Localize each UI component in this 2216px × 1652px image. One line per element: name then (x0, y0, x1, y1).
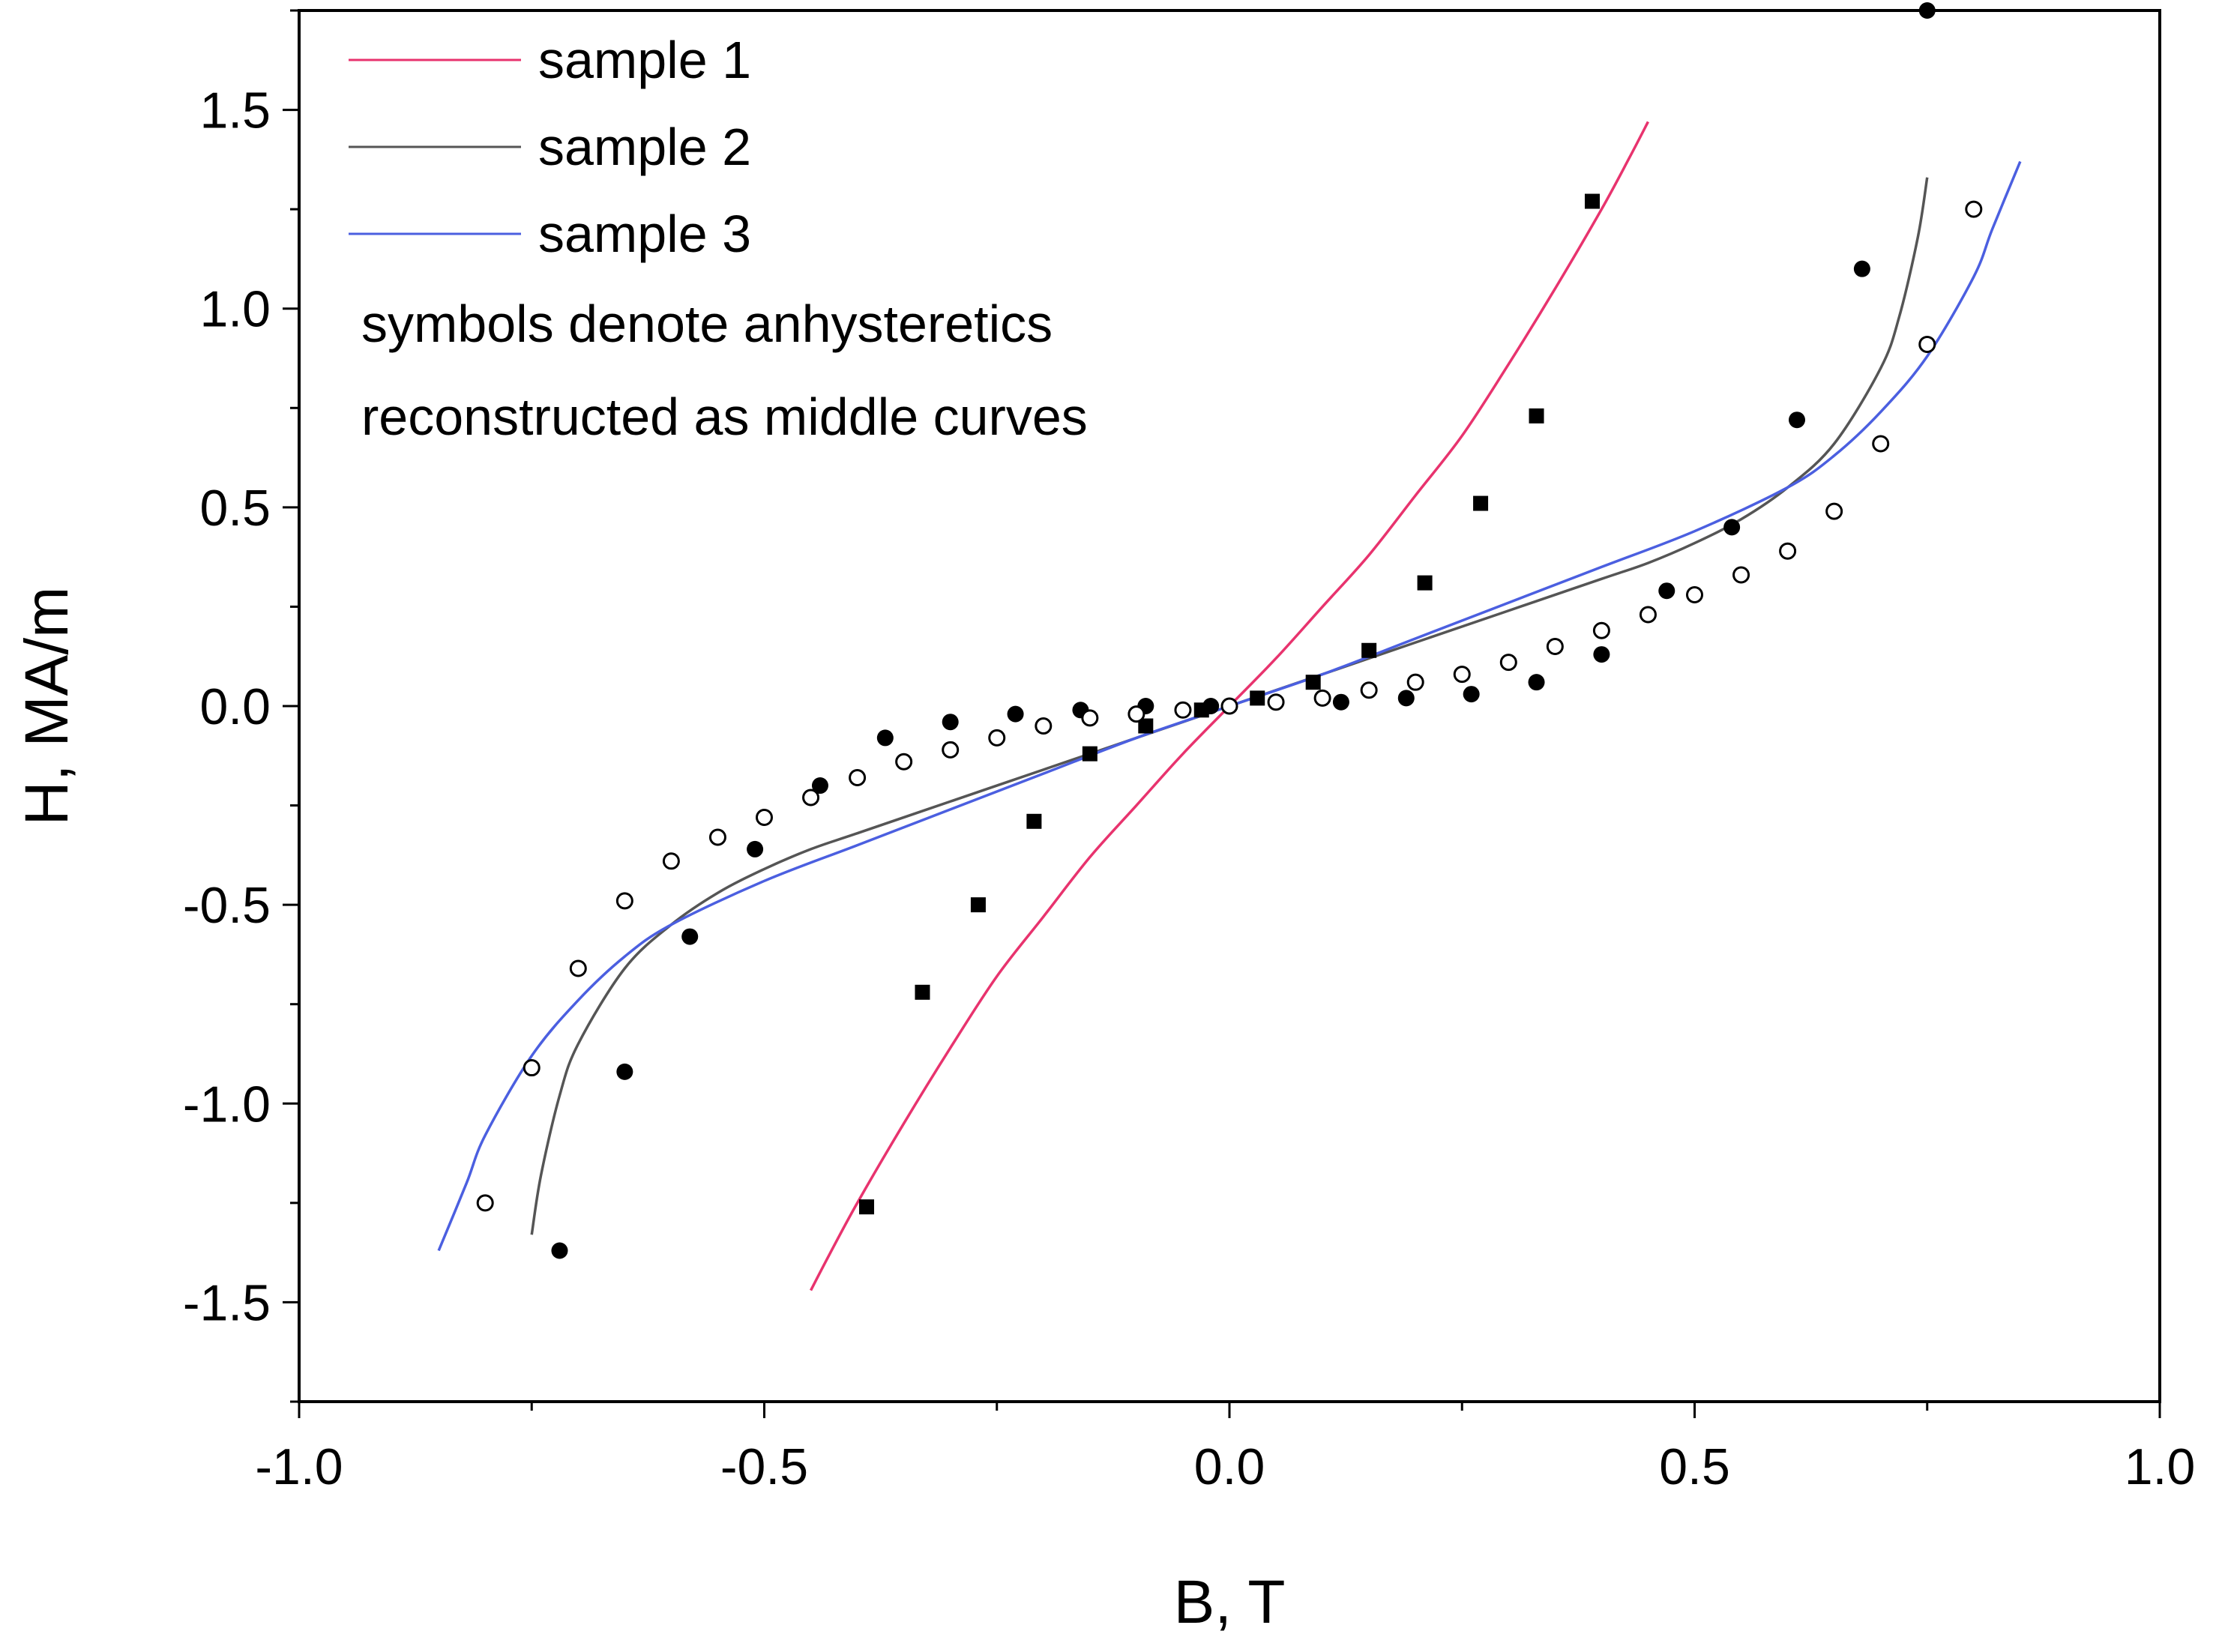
axis-tick-labels: -1.0 -0.5 0.0 0.5 1.0 -1.5 -1.0 -0.5 0.0 0.5 1.0 1.… (183, 82, 2195, 1495)
legend-label-sample-2: sample 2 (538, 118, 751, 176)
marker-sample-1 (1026, 813, 1042, 829)
marker-sample-2 (1789, 412, 1806, 429)
x-axis-title: B, T (1174, 1568, 1286, 1636)
marker-sample-2 (942, 714, 959, 731)
marker-sample-2 (681, 928, 699, 945)
marker-sample-3 (1081, 709, 1099, 727)
marker-sample-3 (615, 892, 633, 910)
legend-label-sample-3: sample 3 (538, 205, 751, 263)
marker-sample-3 (1406, 673, 1424, 691)
x-tick-label: 1.0 (2125, 1438, 2196, 1495)
marker-sample-2 (1332, 693, 1349, 711)
y-tick-label: 0.0 (199, 678, 271, 735)
y-axis-title: H, MA/m (13, 587, 81, 826)
marker-sample-3 (1267, 693, 1285, 711)
marker-sample-2 (1202, 698, 1220, 714)
marker-sample-1 (1361, 642, 1377, 658)
marker-sample-3 (523, 1059, 541, 1077)
marker-sample-3 (895, 753, 913, 771)
y-tick-label: 1.0 (199, 281, 271, 338)
data-markers (476, 2, 1983, 1259)
y-tick-label: 0.5 (199, 480, 271, 537)
marker-sample-3 (662, 852, 680, 870)
marker-sample-1 (1082, 746, 1098, 762)
legend-label-sample-1: sample 1 (538, 31, 751, 89)
x-tick-label: 0.5 (1659, 1438, 1730, 1495)
marker-sample-3 (849, 768, 867, 786)
marker-sample-2 (1918, 2, 1936, 19)
marker-sample-2 (616, 1063, 633, 1080)
marker-sample-1 (1138, 718, 1154, 734)
marker-sample-2 (1853, 260, 1870, 277)
marker-sample-1 (1417, 575, 1433, 591)
marker-sample-2 (1397, 690, 1415, 707)
marker-sample-3 (802, 789, 820, 807)
y-tick-label: -1.0 (183, 1076, 271, 1133)
marker-sample-3 (1174, 701, 1192, 719)
y-tick-label: 1.5 (199, 82, 271, 139)
marker-sample-3 (1035, 717, 1053, 735)
axis-ticks (283, 9, 2161, 1418)
marker-sample-3 (1686, 586, 1703, 604)
x-tick-label: -1.0 (255, 1438, 343, 1495)
marker-sample-3 (1127, 705, 1145, 723)
marker-sample-2 (551, 1242, 568, 1259)
legend-note-line-2: reconstructed as middle curves (361, 388, 1088, 446)
legend: sample 1 sample 2 sample 3 symbols denot… (349, 31, 1088, 446)
marker-sample-1 (915, 984, 930, 1000)
marker-sample-3 (1918, 335, 1936, 353)
y-tick-label: -1.5 (183, 1274, 271, 1331)
marker-sample-3 (942, 741, 960, 759)
y-tick-label: -0.5 (183, 877, 271, 934)
marker-sample-2 (1723, 519, 1741, 536)
marker-sample-3 (1779, 542, 1797, 560)
marker-sample-2 (1007, 705, 1024, 723)
marker-sample-2 (811, 777, 828, 795)
marker-sample-3 (708, 828, 726, 846)
marker-sample-3 (1592, 621, 1610, 639)
marker-sample-3 (1220, 697, 1238, 715)
marker-sample-1 (1529, 408, 1544, 423)
marker-sample-3 (1872, 435, 1890, 453)
marker-sample-3 (756, 808, 773, 826)
marker-sample-1 (1473, 495, 1489, 511)
marker-sample-2 (1658, 582, 1675, 600)
marker-sample-2 (1528, 674, 1545, 691)
marker-sample-3 (1825, 502, 1843, 520)
marker-sample-2 (747, 840, 764, 857)
marker-sample-3 (988, 729, 1006, 747)
marker-sample-1 (1250, 690, 1265, 706)
marker-sample-1 (970, 897, 986, 913)
marker-sample-3 (1360, 681, 1378, 699)
marker-sample-2 (876, 729, 894, 747)
marker-sample-3 (569, 959, 587, 977)
marker-sample-1 (859, 1199, 875, 1215)
marker-sample-3 (1732, 566, 1750, 584)
marker-sample-3 (1313, 689, 1331, 707)
x-tick-label: -0.5 (720, 1438, 808, 1495)
marker-sample-3 (1639, 606, 1657, 624)
marker-sample-3 (1546, 637, 1564, 655)
marker-sample-3 (1499, 654, 1517, 672)
marker-sample-3 (476, 1194, 494, 1212)
marker-sample-1 (1305, 675, 1321, 690)
marker-sample-3 (1453, 666, 1471, 684)
marker-sample-2 (1593, 646, 1610, 663)
x-tick-label: 0.0 (1194, 1438, 1265, 1495)
marker-sample-2 (1463, 686, 1480, 703)
marker-sample-1 (1584, 193, 1600, 209)
marker-sample-3 (1965, 200, 1983, 218)
legend-note-line-1: symbols denote anhysteretics (361, 295, 1053, 353)
